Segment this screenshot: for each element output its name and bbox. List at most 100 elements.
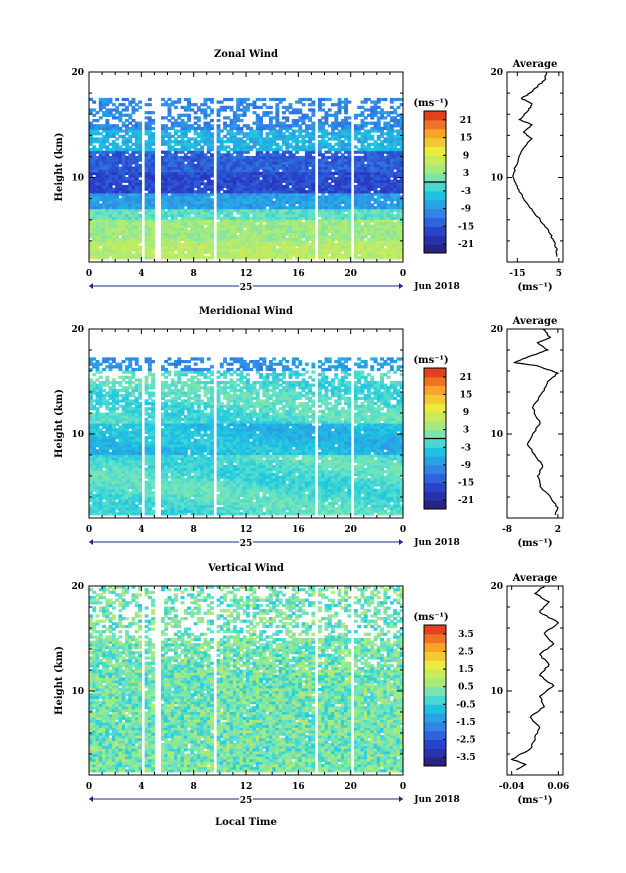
- heatmap-cell: [200, 245, 205, 249]
- heatmap-cell: [196, 184, 201, 189]
- heatmap-cell: [196, 140, 201, 144]
- heatmap-cell: [144, 248, 149, 252]
- heatmap-cell: [105, 229, 110, 233]
- heatmap-cell: [134, 121, 139, 125]
- heatmap-cell: [167, 208, 172, 212]
- heatmap-cell: [105, 155, 110, 160]
- heatmap-cell: [144, 140, 149, 144]
- heatmap-cell: [125, 124, 129, 128]
- heatmap-cell: [203, 211, 208, 215]
- heatmap-cell: [239, 243, 244, 247]
- average-y-tick-label: 10: [490, 174, 503, 184]
- heatmap-cell: [206, 195, 211, 199]
- heatmap-cell: [183, 235, 188, 239]
- heatmap-cell: [259, 132, 263, 136]
- heatmap-cell: [193, 171, 198, 175]
- heatmap-cell: [92, 240, 97, 244]
- heatmap-cell: [95, 158, 100, 162]
- heatmap-cell: [134, 198, 139, 202]
- heatmap-cell: [190, 245, 195, 249]
- heatmap-cell: [216, 221, 221, 226]
- heatmap-cell: [259, 243, 263, 247]
- heatmap-cell: [226, 203, 231, 207]
- heatmap-cell: [164, 216, 169, 220]
- heatmap-cell: [249, 187, 254, 191]
- heatmap-cell: [92, 145, 97, 149]
- heatmap-cell: [262, 113, 267, 117]
- heatmap-cell: [177, 221, 182, 226]
- heatmap-cell: [288, 103, 293, 107]
- heatmap-cell: [111, 171, 116, 175]
- heatmap-cell: [102, 214, 106, 218]
- heatmap-cell: [252, 129, 257, 133]
- heatmap-cell: [151, 200, 155, 204]
- heatmap-cell: [167, 163, 172, 167]
- heatmap-cell: [187, 97, 191, 102]
- heatmap-cell: [95, 169, 100, 173]
- heatmap-cell: [170, 256, 175, 260]
- date-month: Jun 2018: [413, 282, 460, 292]
- heatmap-cell: [147, 145, 152, 149]
- heatmap-cell: [92, 132, 97, 136]
- heatmap-cell: [167, 105, 172, 109]
- heatmap-cell: [216, 192, 221, 197]
- heatmap-cell: [121, 142, 126, 146]
- heatmap-cell: [232, 224, 237, 228]
- heatmap-cell: [255, 198, 260, 202]
- heatmap-cell: [98, 145, 103, 149]
- heatmap-cell: [134, 148, 139, 152]
- heatmap-cell: [180, 137, 185, 141]
- heatmap-cell: [223, 163, 227, 167]
- heatmap-cell: [108, 187, 113, 191]
- heatmap-cell: [121, 179, 126, 183]
- heatmap-cell: [144, 221, 149, 226]
- heatmap-cell: [210, 256, 214, 260]
- heatmap-cell: [278, 256, 283, 260]
- heatmap-cell: [187, 243, 191, 247]
- heatmap-cell: [108, 227, 113, 231]
- heatmap-cell: [216, 206, 221, 210]
- heatmap-cell: [236, 108, 241, 112]
- heatmap-cell: [210, 97, 214, 102]
- heatmap-cell: [210, 198, 214, 202]
- heatmap-cell: [183, 208, 188, 212]
- heatmap-cell: [232, 113, 237, 117]
- heatmap-cell: [249, 129, 254, 133]
- heatmap-cell: [268, 206, 273, 210]
- heatmap-cell: [200, 198, 205, 202]
- heatmap-cell: [128, 198, 133, 202]
- heatmap-cell: [180, 221, 185, 226]
- heatmap-cell: [121, 137, 126, 141]
- heatmap-cell: [232, 232, 237, 236]
- heatmap-cell: [252, 161, 257, 165]
- heatmap-cell: [268, 243, 273, 247]
- heatmap-cell: [239, 203, 244, 207]
- heatmap-cell: [161, 232, 165, 236]
- heatmap-cell: [187, 129, 191, 133]
- heatmap-cell: [272, 229, 277, 233]
- heatmap-cell: [174, 155, 178, 160]
- heatmap-cell: [193, 182, 198, 186]
- heatmap-cell: [252, 240, 257, 244]
- heatmap-cell: [249, 250, 254, 255]
- heatmap-cell: [180, 142, 185, 146]
- heatmap-cell: [236, 113, 241, 117]
- heatmap-cell: [151, 245, 155, 249]
- heatmap-cell: [115, 195, 120, 199]
- heatmap-cell: [164, 166, 169, 170]
- heatmap-cell: [105, 111, 110, 115]
- heatmap-cell: [177, 155, 182, 160]
- heatmap-cell: [203, 129, 208, 133]
- heatmap-cell: [275, 105, 280, 109]
- heatmap-cell: [161, 177, 165, 181]
- heatmap-cell: [252, 145, 257, 149]
- heatmap-cell: [252, 206, 257, 210]
- heatmap-cell: [249, 158, 254, 162]
- heatmap-cell: [216, 100, 221, 104]
- heatmap-cell: [203, 203, 208, 207]
- heatmap-cell: [147, 124, 152, 128]
- heatmap-cell: [102, 171, 106, 175]
- heatmap-cell: [115, 253, 120, 257]
- heatmap-cell: [183, 140, 188, 144]
